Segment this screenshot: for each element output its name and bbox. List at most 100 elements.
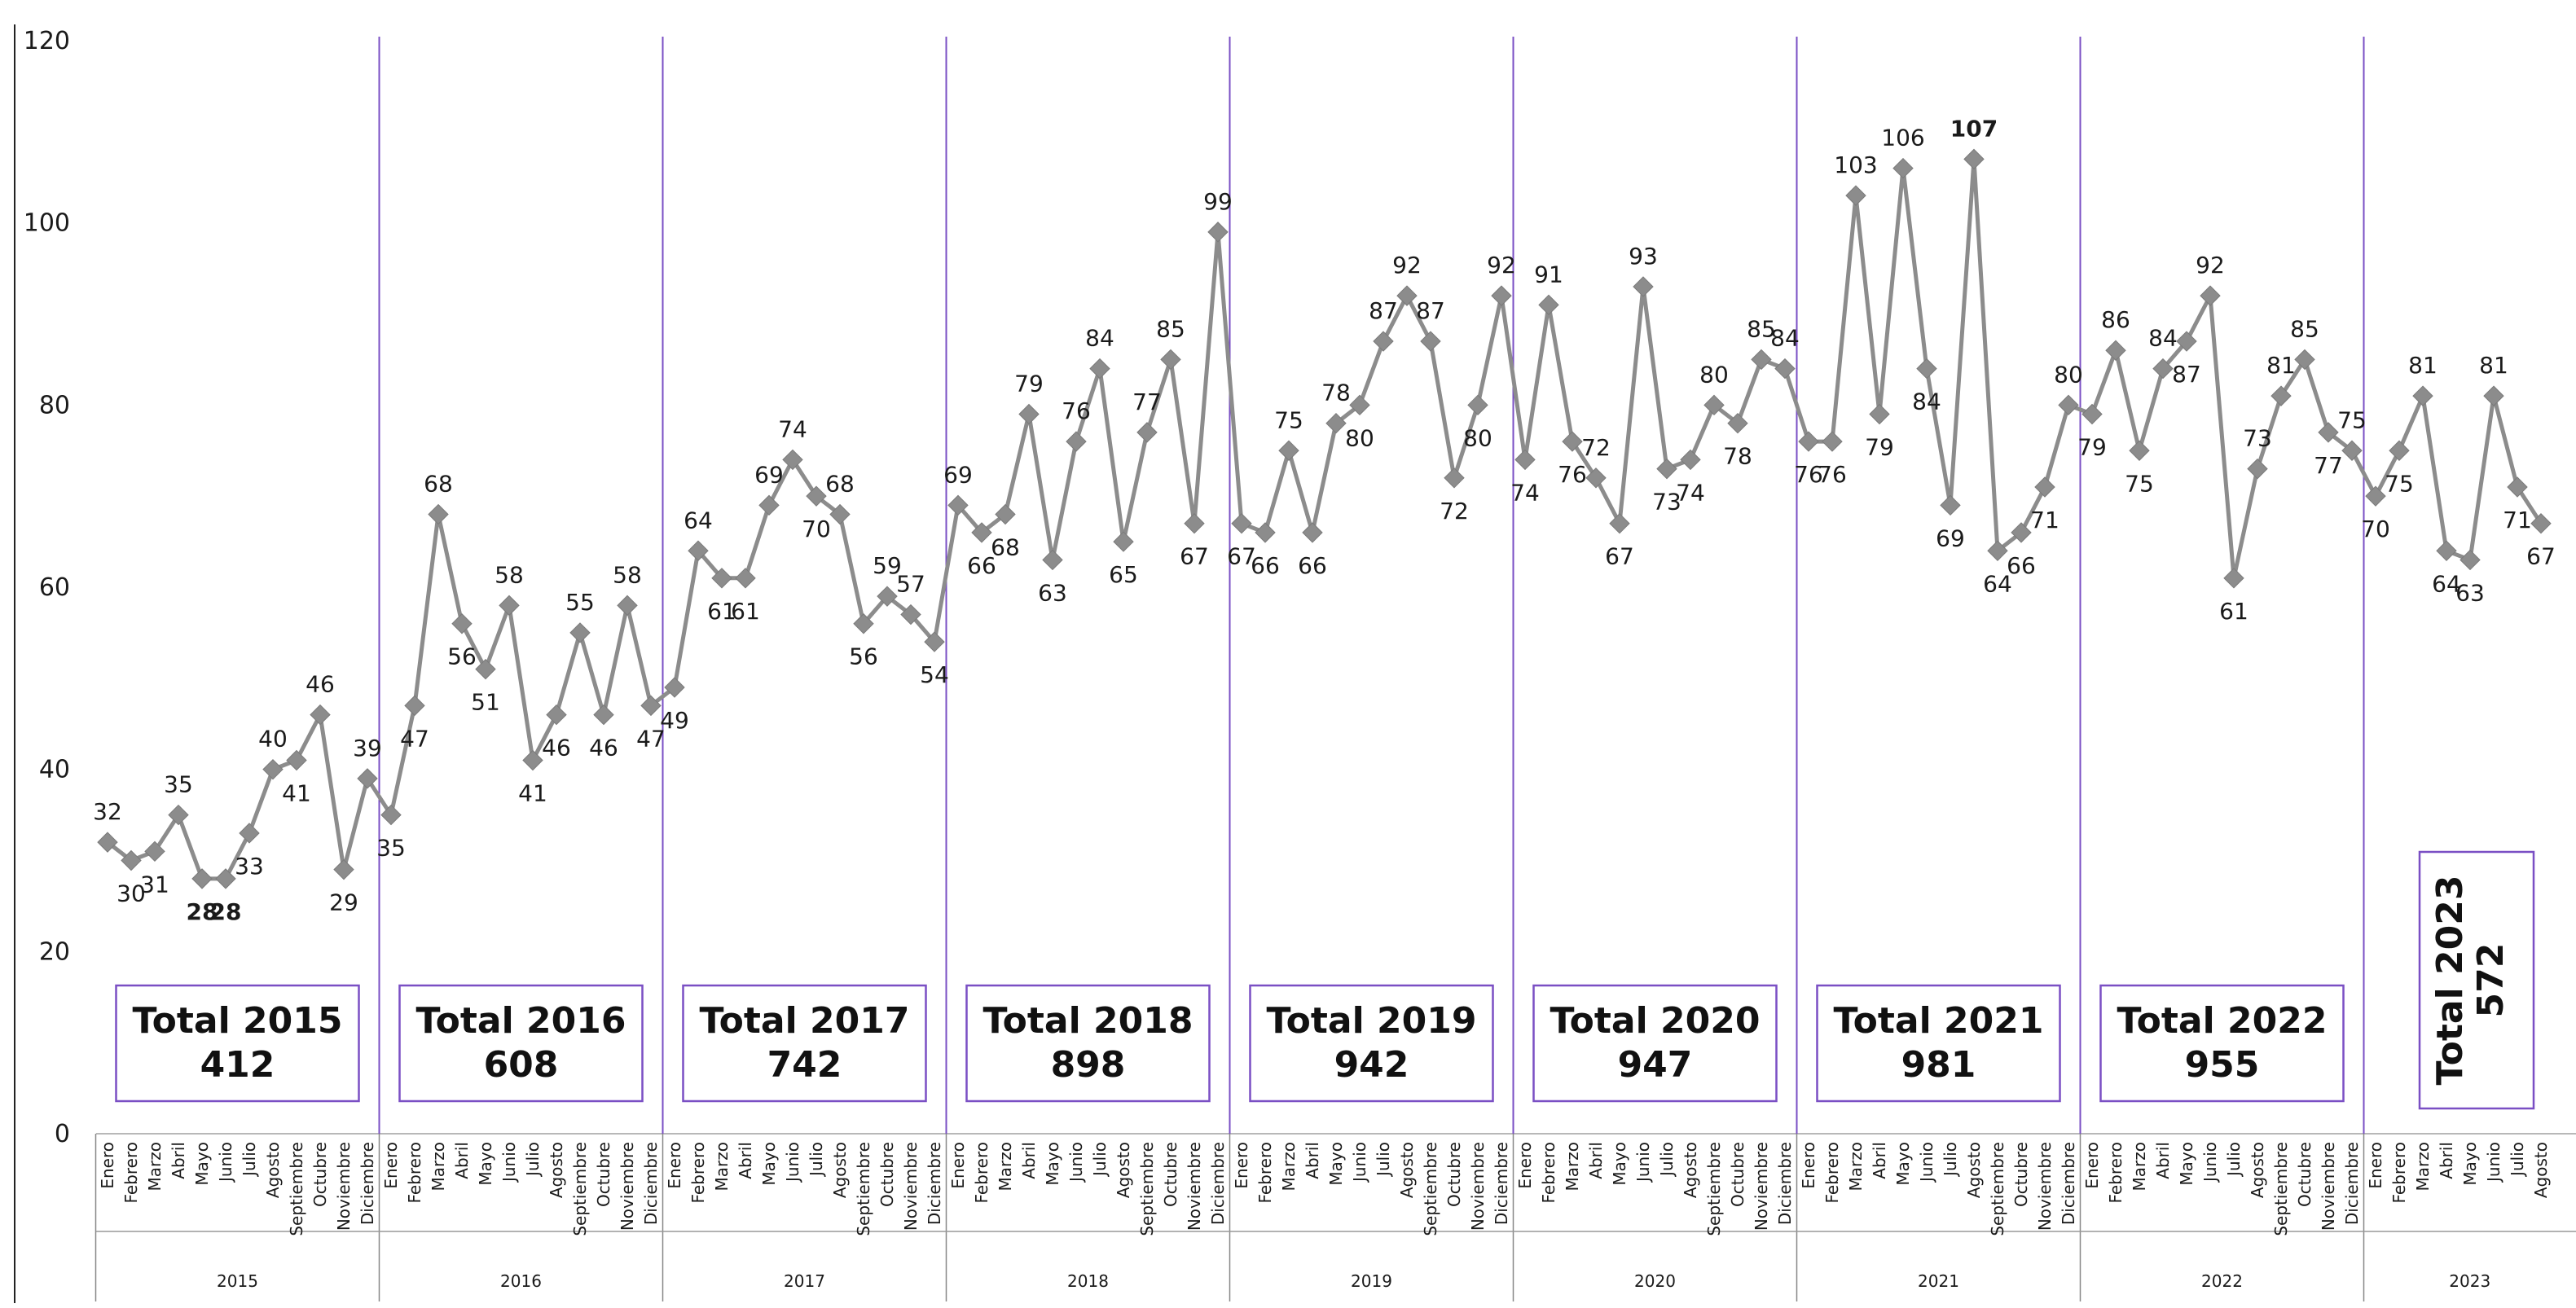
data-label: 75 (1274, 406, 1303, 433)
data-label: 92 (1392, 252, 1422, 279)
data-point (947, 494, 969, 516)
x-tick-label: Septiembre (2271, 1142, 2291, 1236)
data-label: 107 (1950, 115, 1998, 142)
x-tick-label: Marzo (1563, 1142, 1582, 1191)
x-tick-label: Noviembre (1752, 1142, 1771, 1231)
data-label: 74 (1676, 479, 1705, 506)
data-label: 74 (778, 415, 807, 442)
data-label: 68 (991, 534, 1020, 561)
data-point (1680, 449, 1701, 471)
x-tick-label: Marzo (429, 1142, 448, 1191)
data-point (499, 595, 520, 617)
x-tick-label: Septiembre (1988, 1142, 2007, 1236)
data-label: 81 (2479, 352, 2508, 379)
data-label: 84 (1085, 325, 1114, 352)
y-tick-label: 120 (24, 27, 70, 55)
data-label: 46 (589, 735, 618, 762)
x-tick-label: Febrero (1822, 1142, 1842, 1204)
data-label: 69 (754, 461, 784, 488)
data-point (168, 804, 189, 826)
data-point (1349, 394, 1370, 416)
data-point (664, 677, 685, 698)
x-tick-label: Marzo (2413, 1142, 2433, 1191)
x-tick-label: Abril (1303, 1142, 1322, 1179)
data-point (380, 804, 402, 826)
data-point (593, 704, 614, 726)
total-label: Total 2017 (700, 1000, 910, 1042)
x-tick-label: Septiembre (1421, 1142, 1440, 1236)
x-tick-label: Julio (2224, 1142, 2244, 1178)
x-tick-label: Febrero (688, 1142, 708, 1204)
data-point (1255, 522, 1276, 543)
data-point (262, 758, 284, 780)
x-tick-label: Abril (1586, 1142, 1606, 1179)
data-label: 67 (1227, 543, 1256, 570)
total-value: 981 (1901, 1044, 1976, 1086)
data-label: 56 (447, 643, 477, 670)
total-value: 942 (1334, 1044, 1409, 1086)
data-point (2318, 422, 2339, 443)
data-point (451, 613, 473, 634)
x-tick-label: Agosto (1681, 1142, 1700, 1198)
data-label: 33 (235, 853, 264, 880)
data-label: 70 (802, 516, 831, 542)
x-tick-label: Marzo (145, 1142, 165, 1191)
data-label: 79 (1014, 371, 1044, 397)
total-label: Total 2015 (133, 1000, 343, 1042)
data-label: 70 (2361, 516, 2390, 542)
data-point (1325, 412, 1347, 434)
data-point (1963, 148, 1985, 170)
x-tick-label: Julio (2508, 1142, 2527, 1178)
data-label: 55 (565, 589, 595, 616)
x-tick-label: Mayo (2177, 1142, 2196, 1186)
data-label: 68 (424, 471, 453, 498)
total-box (965, 984, 1211, 1103)
data-label: 58 (613, 561, 642, 588)
data-label: 63 (1038, 579, 1067, 606)
data-label: 77 (1132, 388, 1162, 415)
data-point (829, 503, 851, 525)
x-tick-label: Octubre (594, 1142, 613, 1207)
data-point (1892, 157, 1914, 179)
data-label: 71 (2503, 507, 2532, 533)
data-point (1822, 431, 1843, 452)
data-label: 68 (825, 471, 855, 498)
data-label: 61 (707, 598, 736, 625)
year-label: 2020 (1634, 1271, 1676, 1291)
x-tick-label: Junio (216, 1142, 235, 1183)
data-point (215, 868, 236, 889)
x-tick-label: Diciembre (1492, 1142, 1511, 1225)
x-tick-label: Junio (1633, 1142, 1653, 1183)
data-point (617, 595, 638, 617)
x-tick-label: Agosto (1397, 1142, 1417, 1198)
data-label: 51 (471, 689, 500, 716)
data-label: 78 (1321, 380, 1351, 406)
x-tick-label: Agosto (547, 1142, 566, 1198)
x-tick-label: Noviembre (618, 1142, 637, 1231)
data-label: 76 (1558, 461, 1587, 488)
x-tick-label: Mayo (2460, 1142, 2480, 1186)
total-value: 572 (2470, 943, 2512, 1018)
total-label: Total 2020 (1550, 1000, 1761, 1042)
data-point (310, 704, 331, 726)
data-label: 46 (306, 671, 335, 698)
y-tick-label: 40 (39, 756, 70, 784)
data-label: 74 (1510, 479, 1540, 506)
x-tick-label: Abril (1019, 1142, 1039, 1179)
data-label: 79 (1865, 434, 1894, 461)
data-label: 80 (1699, 361, 1729, 388)
data-label: 64 (2432, 570, 2461, 597)
x-tick-label: Junio (783, 1142, 802, 1183)
data-label: 65 (1109, 561, 1138, 588)
data-point (1396, 285, 1418, 306)
data-point (688, 540, 709, 561)
data-point (1231, 513, 1252, 534)
data-label: 85 (1156, 315, 1185, 342)
data-label: 46 (542, 735, 571, 762)
data-label: 87 (1416, 297, 1445, 324)
total-box (682, 984, 927, 1103)
data-label: 80 (1345, 424, 1374, 451)
data-point (2200, 285, 2221, 306)
data-point (1703, 394, 1725, 416)
x-tick-label: Agosto (2531, 1142, 2551, 1198)
